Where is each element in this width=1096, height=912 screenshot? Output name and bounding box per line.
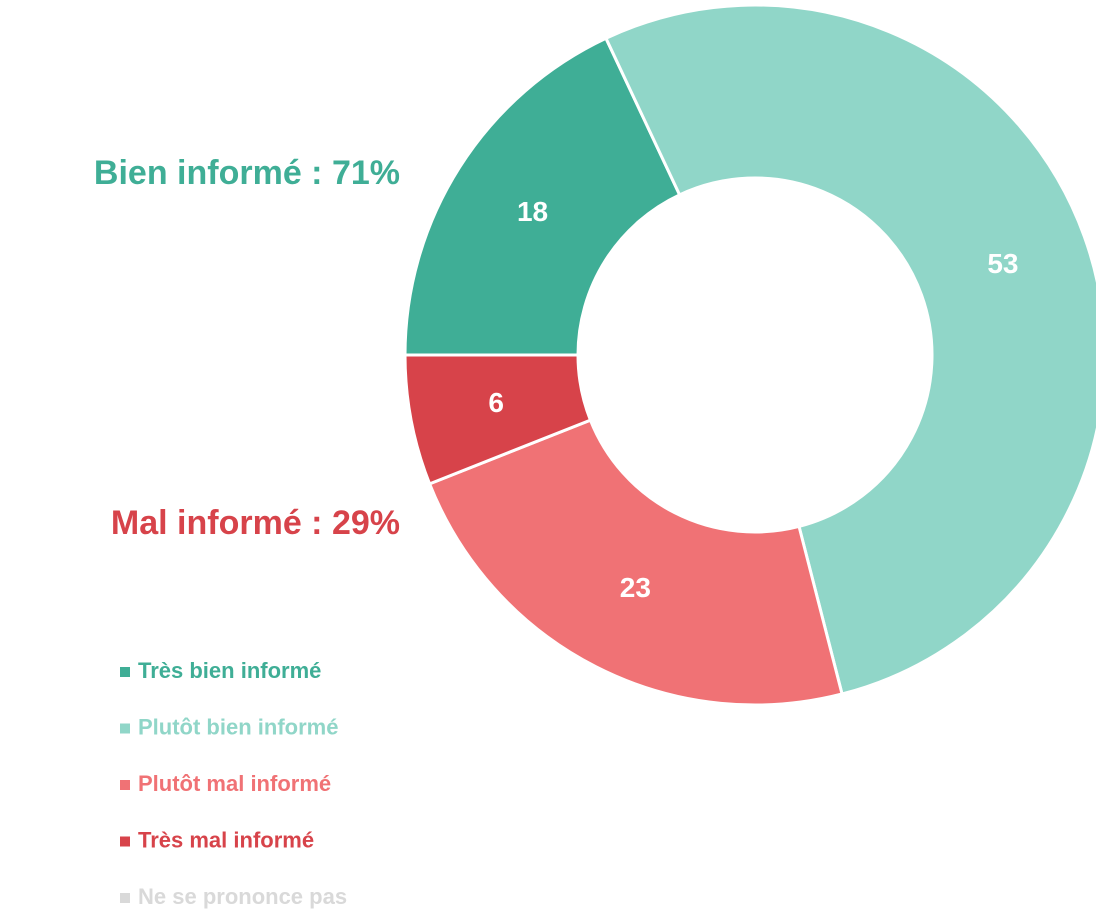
legend-marker xyxy=(120,780,130,790)
legend-label: Très bien informé xyxy=(138,658,321,683)
legend-label: Très mal informé xyxy=(138,827,314,852)
data-label: 18 xyxy=(517,196,548,227)
legend-marker xyxy=(120,836,130,847)
legend-label: Ne se prononce pas xyxy=(138,884,347,909)
data-label: 6 xyxy=(488,387,504,418)
donut-segment xyxy=(427,418,844,707)
data-label: 53 xyxy=(987,248,1018,279)
legend-label: Plutôt mal informé xyxy=(138,771,331,796)
donut-segment xyxy=(603,3,1096,696)
legend-marker xyxy=(120,667,130,677)
annotation: Mal informé : 29% xyxy=(111,504,400,542)
legend-marker xyxy=(120,893,130,903)
donut-segment xyxy=(403,36,682,357)
legend-label: Plutôt bien informé xyxy=(138,714,338,739)
annotation: Bien informé : 71% xyxy=(94,154,400,192)
data-label: 23 xyxy=(620,572,651,603)
legend-marker xyxy=(120,723,130,734)
